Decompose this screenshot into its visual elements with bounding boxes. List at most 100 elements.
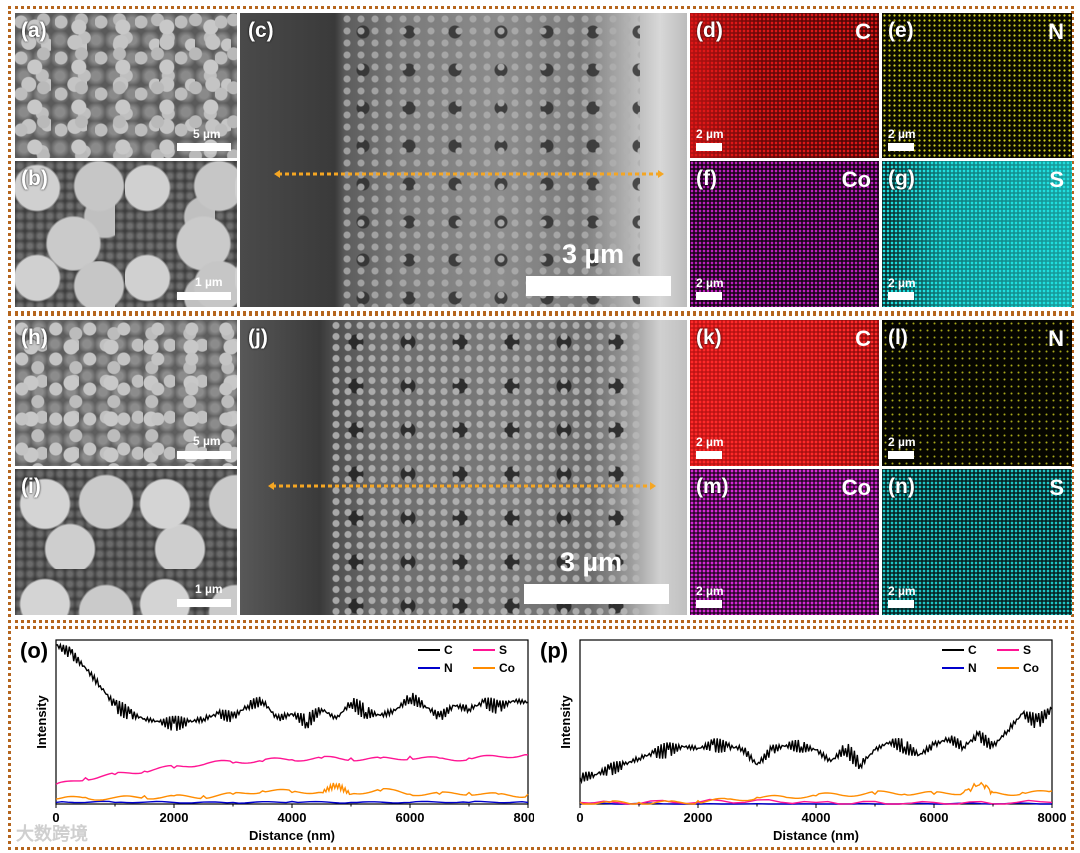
sem-cross-section-j: (j) 3 µm — [240, 320, 687, 615]
scale-text-n: 2 µm — [888, 584, 916, 598]
panel-label-m: (m) — [696, 475, 729, 498]
y-axis-label: Intensity — [558, 695, 573, 749]
sem-image-b: (b) 1 µm — [15, 161, 237, 307]
scale-bar-j — [524, 584, 669, 604]
edx-map-c-k: (k) C 2 µm — [690, 320, 879, 466]
edx-map-n-e: (e) N 2 µm — [882, 13, 1072, 158]
scale-text-g: 2 µm — [888, 276, 916, 290]
legend-label-C: C — [968, 643, 977, 657]
scale-bar-g — [888, 292, 914, 300]
legend-label-Co: Co — [1023, 661, 1039, 675]
x-tick-label: 0 — [52, 810, 59, 825]
line-scan-arrow-j — [268, 482, 656, 490]
scale-bar-n — [888, 600, 914, 608]
scale-text-i: 1 µm — [195, 582, 223, 596]
line-scan-chart-o: (o) 0 2000 4000 6000 8000 Distance (nm) Intensi… — [20, 638, 534, 843]
scale-text-h: 5 µm — [193, 434, 221, 448]
series-line-S — [55, 753, 529, 785]
bottom-frame — [8, 626, 1074, 850]
x-tick-label: 4000 — [278, 810, 307, 825]
porous-texture-j — [330, 320, 640, 615]
x-tick-label: 0 — [576, 810, 583, 825]
panel-label-k: (k) — [696, 326, 722, 349]
legend-label-C: C — [444, 643, 453, 657]
element-label-n: S — [1049, 475, 1064, 500]
scale-text-c: 3 µm — [562, 239, 625, 269]
legend-label-N: N — [968, 661, 977, 675]
watermark-text: 大数跨境 — [16, 824, 88, 844]
panel-label-b: (b) — [21, 167, 48, 190]
chart-panel-label: (o) — [20, 638, 48, 663]
sem-cross-section-c: (c) 3 µm — [240, 13, 687, 307]
line-scan-chart-p: (p) 0 2000 4000 6000 8000 Distance (nm) Intensi… — [540, 638, 1067, 843]
x-tick-label: 6000 — [396, 810, 425, 825]
element-label-d: C — [855, 19, 871, 44]
scale-bar-l — [888, 451, 914, 459]
porous-texture-c — [340, 13, 640, 307]
element-label-f: Co — [841, 167, 871, 192]
panel-label-i: (i) — [21, 475, 41, 498]
scale-bar-f — [696, 292, 722, 300]
panel-label-j: (j) — [248, 326, 268, 349]
scale-text-a: 5 µm — [193, 127, 221, 141]
element-label-m: Co — [841, 475, 871, 500]
x-tick-label: 8000 — [1038, 810, 1067, 825]
scale-bar-i — [177, 599, 231, 607]
plot-frame — [55, 639, 529, 805]
scale-bar-d — [696, 143, 722, 151]
edx-map-s-g: (g) S 2 µm — [882, 161, 1072, 307]
panel-label-f: (f) — [696, 167, 717, 190]
series-line-C — [579, 706, 1053, 785]
series-line-S — [579, 798, 1053, 805]
legend-label-Co: Co — [499, 661, 515, 675]
scale-bar-e — [888, 143, 914, 151]
sem-image-a: (a) 5 µm — [15, 13, 237, 158]
edx-map-n-l: (l) N 2 µm — [882, 320, 1072, 466]
panel-label-e: (e) — [888, 19, 914, 42]
series-line-C — [55, 642, 529, 731]
top-frame — [8, 6, 1074, 314]
sem-image-i: (i) 1 µm — [15, 469, 237, 615]
scale-bar-c — [526, 276, 671, 296]
edx-map-co-f: (f) Co 2 µm — [690, 161, 879, 307]
middle-frame — [8, 313, 1074, 623]
scale-text-k: 2 µm — [696, 435, 724, 449]
x-tick-label: 4000 — [802, 810, 831, 825]
legend-label-S: S — [1023, 643, 1031, 657]
edx-map-co-m: (m) Co 2 µm — [690, 469, 879, 615]
scale-text-b: 1 µm — [195, 275, 223, 289]
scale-bar-m — [696, 600, 722, 608]
scale-text-d: 2 µm — [696, 127, 724, 141]
panel-label-a: (a) — [21, 19, 47, 42]
element-label-g: S — [1049, 167, 1064, 192]
scale-text-f: 2 µm — [696, 276, 724, 290]
scale-text-l: 2 µm — [888, 435, 916, 449]
scale-bar-k — [696, 451, 722, 459]
watermark-logo: 大数跨境 — [16, 820, 88, 846]
edx-map-c-d: (d) C 2 µm — [690, 13, 879, 158]
x-axis-label: Distance (nm) — [773, 828, 859, 843]
legend-label-N: N — [444, 661, 453, 675]
line-scan-arrow-c — [274, 170, 664, 178]
legend-label-S: S — [499, 643, 507, 657]
scale-text-j: 3 µm — [560, 547, 623, 577]
scale-bar-a — [177, 143, 231, 151]
element-label-l: N — [1048, 326, 1064, 351]
panel-label-n: (n) — [888, 475, 915, 498]
panel-label-d: (d) — [696, 19, 723, 42]
plot-frame — [579, 639, 1053, 805]
panel-label-g: (g) — [888, 167, 915, 190]
panel-label-h: (h) — [21, 326, 48, 349]
sem-image-h: (h) 5 µm — [15, 320, 237, 466]
chart-panel-label: (p) — [540, 638, 568, 663]
scale-bar-b — [177, 292, 231, 300]
x-tick-label: 2000 — [684, 810, 713, 825]
series-line-Co — [579, 781, 1053, 805]
element-label-e: N — [1048, 19, 1064, 44]
y-axis-label: Intensity — [34, 695, 49, 749]
x-tick-label: 8000 — [514, 810, 534, 825]
panel-label-l: (l) — [888, 326, 908, 349]
scale-text-e: 2 µm — [888, 127, 916, 141]
panel-label-c: (c) — [248, 19, 274, 42]
edx-map-s-n: (n) S 2 µm — [882, 469, 1072, 615]
